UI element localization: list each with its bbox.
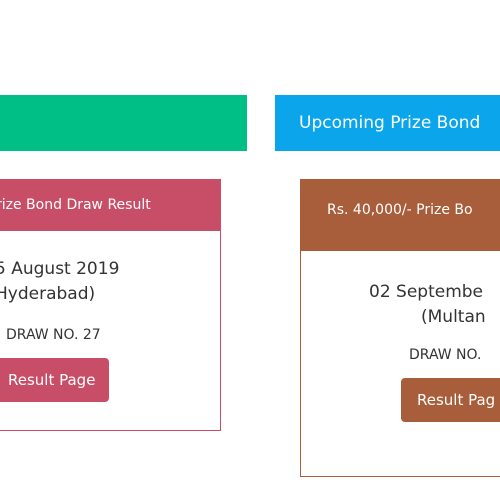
draw-result-card-title: rize Bond Draw Result [0, 197, 151, 213]
result-page-button[interactable]: Result Page [0, 358, 110, 402]
draw-number: DRAW NO. 27 [6, 327, 101, 343]
upcoming-draw-card-header: Rs. 40,000/- Prize Bo [301, 180, 500, 251]
draw-date: 5 August 2019 [0, 259, 120, 279]
upcoming-result-page-button-label: Result Pag [417, 391, 496, 409]
upcoming-prize-bond-title: Upcoming Prize Bond [299, 113, 481, 133]
upcoming-draw-card: Rs. 40,000/- Prize Bo 02 Septembe (Multa… [300, 179, 500, 477]
draw-result-card-header: rize Bond Draw Result [0, 180, 220, 231]
upcoming-draw-city: (Multan [421, 307, 486, 327]
upcoming-draw-date: 02 Septembe [369, 282, 484, 302]
result-page-button-label: Result Page [8, 371, 96, 389]
upcoming-result-page-button[interactable]: Result Pag [401, 378, 500, 422]
upcoming-prize-bond-section-bar: Upcoming Prize Bond [275, 95, 500, 151]
upcoming-draw-card-title: Rs. 40,000/- Prize Bo [327, 202, 473, 218]
draw-city: Hyderabad) [0, 284, 96, 304]
draw-result-card: rize Bond Draw Result 5 August 2019 Hyde… [0, 179, 221, 431]
latest-results-section-bar [0, 95, 247, 151]
upcoming-draw-number: DRAW NO. [409, 347, 482, 363]
